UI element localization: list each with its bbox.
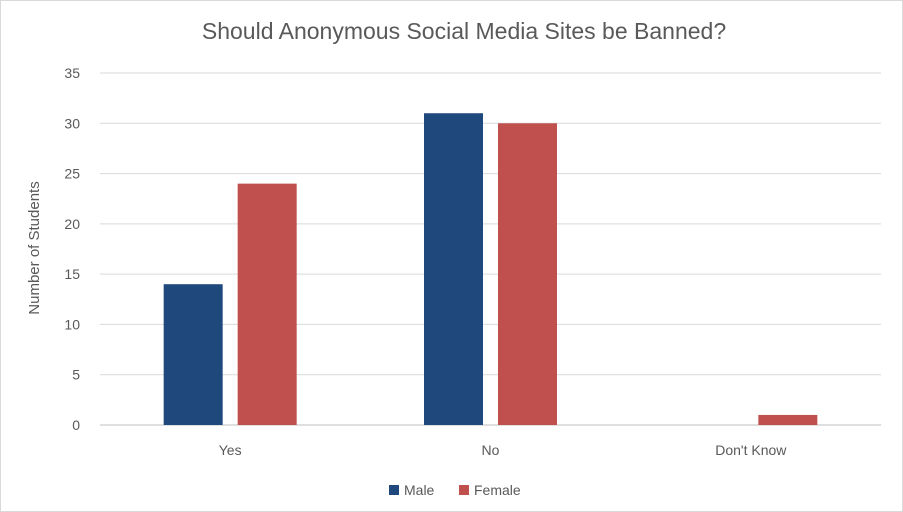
legend-item-female: Female [459,482,521,498]
legend-label: Female [474,482,521,498]
legend-swatch [459,485,469,495]
y-tick-label: 20 [64,216,80,232]
legend: Male Female [389,482,521,498]
legend-item-male: Male [389,482,435,498]
bar-male-no [424,113,483,425]
chart-title: Should Anonymous Social Media Sites be B… [202,18,726,44]
bar-female-no [498,123,557,426]
y-axis-ticks: 0 5 10 15 20 25 30 35 [64,65,80,433]
y-tick-label: 25 [64,166,80,182]
y-tick-label: 5 [72,367,80,383]
y-tick-label: 0 [72,417,80,433]
legend-label: Male [404,482,435,498]
x-axis-ticks: Yes No Don't Know [219,442,788,458]
x-tick-label: Yes [219,442,242,458]
bar-female-don-t-know [758,414,818,425]
x-tick-label: Don't Know [715,442,787,458]
bars [163,113,818,426]
gridlines [100,72,881,426]
legend-swatch [389,485,399,495]
y-tick-label: 10 [64,316,80,332]
y-tick-label: 15 [64,266,80,282]
x-tick-label: No [482,442,500,458]
bar-male-yes [163,284,223,425]
y-tick-label: 35 [64,65,80,81]
bar-female-yes [237,183,297,425]
y-axis-title: Number of Students [26,181,43,314]
y-tick-label: 30 [64,115,80,131]
